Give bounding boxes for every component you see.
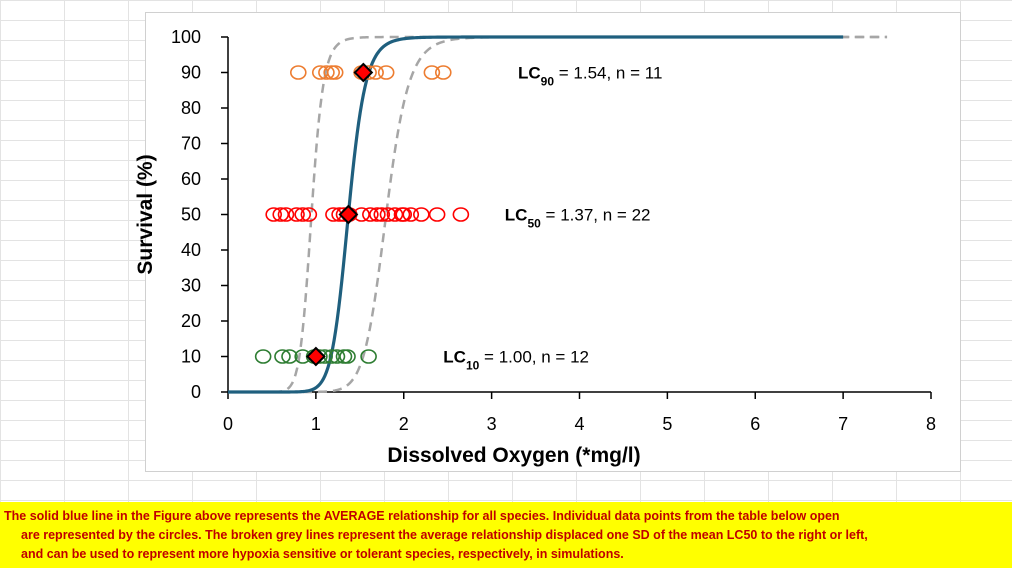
data-point-50	[428, 207, 446, 222]
y-tick-label: 80	[181, 98, 201, 118]
data-point-50	[294, 207, 311, 222]
caption-line-1: The solid blue line in the Figure above …	[4, 509, 840, 523]
lc10-label: LC10 = 1.00, n = 12	[443, 348, 589, 373]
data-point-10	[281, 349, 298, 364]
x-tick-label: 1	[311, 414, 321, 434]
x-tick-label: 5	[662, 414, 672, 434]
x-axis-title: Dissolved Oxygen (*mg/l)	[387, 444, 640, 467]
data-point-50	[395, 207, 413, 222]
lc-marker-50	[338, 204, 359, 225]
data-point-10	[274, 349, 291, 364]
x-tick-label: 7	[838, 414, 848, 434]
y-tick-label: 60	[181, 169, 201, 189]
data-point-10	[360, 349, 377, 364]
data-point-50	[288, 207, 305, 222]
data-point-90	[423, 65, 441, 80]
lc90-label: LC90 = 1.54, n = 11	[518, 64, 662, 89]
data-point-50	[452, 207, 470, 222]
data-point-10	[254, 349, 272, 364]
data-point-90	[434, 65, 452, 80]
data-point-90	[318, 65, 335, 80]
chart-area	[145, 12, 961, 472]
data-point-50	[402, 207, 420, 222]
lc50-label: LC50 = 1.37, n = 22	[505, 206, 651, 231]
y-tick-label: 100	[171, 27, 201, 47]
x-tick-label: 4	[574, 414, 584, 434]
data-point-50	[386, 207, 404, 222]
y-tick-label: 90	[181, 63, 201, 83]
x-tick-label: 3	[487, 414, 497, 434]
average-curve	[228, 35, 844, 394]
data-point-50	[373, 207, 391, 222]
data-point-50	[369, 207, 386, 222]
y-axis-title: Survival (%)	[134, 154, 157, 274]
data-point-50	[300, 207, 318, 222]
y-tick-label: 20	[181, 311, 201, 331]
lc-marker-90	[353, 62, 374, 83]
y-tick-label: 0	[191, 382, 201, 402]
data-point-10	[328, 349, 346, 364]
data-point-50	[272, 207, 290, 222]
caption-line-3: and can be used to represent more hypoxi…	[21, 547, 624, 561]
data-point-90	[289, 65, 307, 80]
data-point-50	[362, 207, 379, 222]
y-tick-label: 30	[181, 276, 201, 296]
y-tick-label: 40	[181, 240, 201, 260]
x-tick-label: 2	[399, 414, 409, 434]
data-point-10	[339, 349, 356, 364]
x-tick-label: 0	[223, 414, 233, 434]
lc-marker-10	[305, 346, 326, 367]
y-tick-label: 10	[181, 347, 201, 367]
data-point-90	[377, 65, 395, 80]
data-point-50	[379, 207, 397, 222]
survival-chart: 0 10 20 30 40 50 60 70 80 90 100 0 1 2 3 4 5 6 7 8 Dissolved…	[134, 27, 936, 467]
y-tick-label: 70	[181, 134, 201, 154]
y-tick-label: 50	[181, 205, 201, 225]
caption-line-2: are represented by the circles. The brok…	[21, 528, 868, 542]
data-point-50	[277, 207, 295, 222]
data-point-50	[265, 207, 282, 222]
figure-caption: The solid blue line in the Figure above …	[0, 502, 1012, 568]
x-tick-label: 8	[926, 414, 936, 434]
x-tick-label: 6	[750, 414, 760, 434]
data-point-50	[413, 207, 430, 222]
data-point-90	[326, 65, 344, 80]
